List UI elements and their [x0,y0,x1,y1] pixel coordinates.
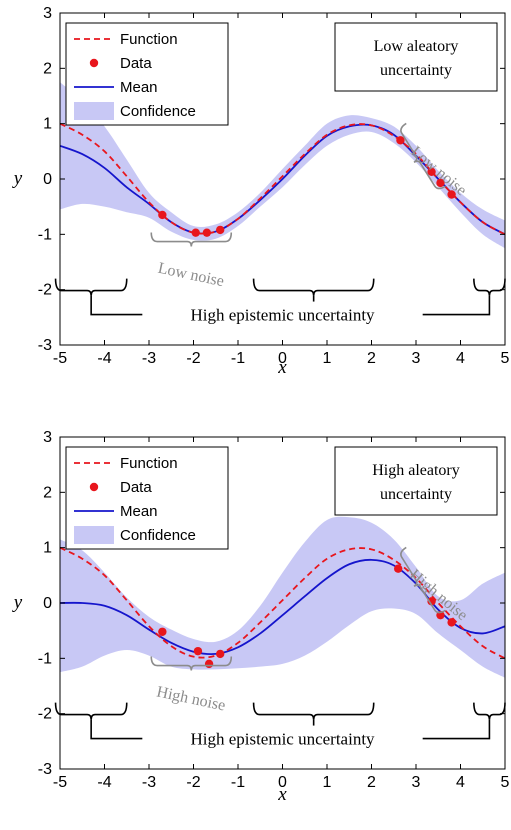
data-point [216,225,225,235]
y-tick-label: -1 [38,226,52,243]
y-tick-label: -1 [38,650,52,667]
plot-content [60,82,505,249]
chart-panel-2: -5 -4 -3 -2 -1 0 1 2 3 4 5 -3 -2 -1 0 1 2 3 x y Function Data… [12,429,510,805]
x-tick-label: -3 [142,350,156,367]
data-point [158,627,167,636]
data-point [396,136,405,145]
noise-bracket-right [400,546,446,614]
epistemic-label: High epistemic uncertainty [190,730,375,749]
aleatory-box [334,22,498,92]
x-tick-label: 4 [456,350,465,367]
x-tick-label: 0 [278,350,287,367]
x-axis-label: x [277,784,287,805]
legend-confidence-swatch [74,102,114,120]
legend-label: Function [120,31,178,48]
epistemic-leader-right [422,295,491,316]
legend-confidence-swatch [74,526,114,544]
y-tick-label: 1 [43,540,52,557]
data-point [394,564,403,573]
x-tick-label: 5 [501,350,510,367]
data-point [447,618,456,627]
aleatory-label-line-1: Low aleatory [374,38,459,55]
legend-label: Confidence [120,527,196,544]
legend: Function Data Mean Confidence [65,22,229,126]
legend-label: Data [120,479,152,496]
x-tick-label: -4 [97,350,111,367]
y-tick-label: 2 [43,60,52,77]
x-tick-label: 1 [323,350,332,367]
aleatory-label-line-1: High aleatory [372,462,460,479]
plot-content [60,516,505,678]
x-tick-label: -3 [142,774,156,791]
x-tick-label: 1 [323,774,332,791]
y-tick-label: -2 [38,282,52,299]
legend-label: Function [120,455,178,472]
x-tick-label: 2 [367,350,376,367]
y-tick-label: -2 [38,706,52,723]
function-line [60,546,505,660]
noise-bracket-left [150,656,233,671]
y-tick-label: 0 [43,595,52,612]
x-tick-label: -1 [231,350,245,367]
legend-data-swatch [89,482,99,492]
data-point [204,659,214,669]
aleatory-label-line-2: uncertainty [380,62,452,79]
data-point [158,210,167,220]
x-tick-label: 5 [501,774,510,791]
x-tick-label: -5 [53,774,67,791]
legend: Function Data Mean Confidence [65,446,229,550]
epistemic-label-bg [146,301,419,326]
x-tick-label: 3 [412,774,421,791]
epistemic-label-bg [146,725,419,750]
y-tick-label: 3 [43,5,52,22]
data-point [447,190,456,199]
function-line [60,122,505,236]
aleatory-label-line-2: uncertainty [380,486,452,503]
x-tick-label: -4 [97,774,111,791]
x-tick-label: -2 [186,774,200,791]
epistemic-leader-left [90,295,143,316]
y-tick-label: -3 [38,761,52,778]
y-tick-label: 3 [43,429,52,446]
noise-bracket-right [400,122,446,190]
epistemic-leader-right [422,719,491,740]
x-tick-label: 2 [367,774,376,791]
legend-label: Data [120,55,152,72]
x-tick-label: 3 [412,350,421,367]
x-tick-label: 4 [456,774,465,791]
y-axis-label: y [12,168,23,189]
legend-data-swatch [89,58,99,68]
legend-label: Confidence [120,103,196,120]
x-tick-label: 0 [278,774,287,791]
aleatory-box [334,446,498,516]
data-point [216,649,225,659]
data-point [427,167,436,177]
data-point [436,178,445,188]
epistemic-leader-left [90,719,143,740]
noise-bracket-left [150,232,233,247]
epistemic-label: High epistemic uncertainty [190,306,375,325]
x-tick-label: -1 [231,774,245,791]
y-tick-label: -3 [38,337,52,354]
data-point [191,228,200,237]
x-tick-label: -5 [53,350,67,367]
data-point [202,228,212,237]
y-tick-label: 1 [43,116,52,133]
legend-label: Mean [120,503,158,520]
x-axis-label: x [277,357,287,378]
y-axis-label: y [12,592,23,613]
y-tick-label: 2 [43,484,52,501]
confidence-band [60,516,505,678]
y-tick-label: 0 [43,171,52,188]
legend-label: Mean [120,79,158,96]
chart-panel-1: -5 -4 -3 -2 -1 0 1 2 3 4 5 -3 -2 -1 0 1 2 3 x y Function Data… [12,5,510,378]
data-point [193,646,203,656]
x-tick-label: -2 [186,350,200,367]
data-point [427,597,436,606]
